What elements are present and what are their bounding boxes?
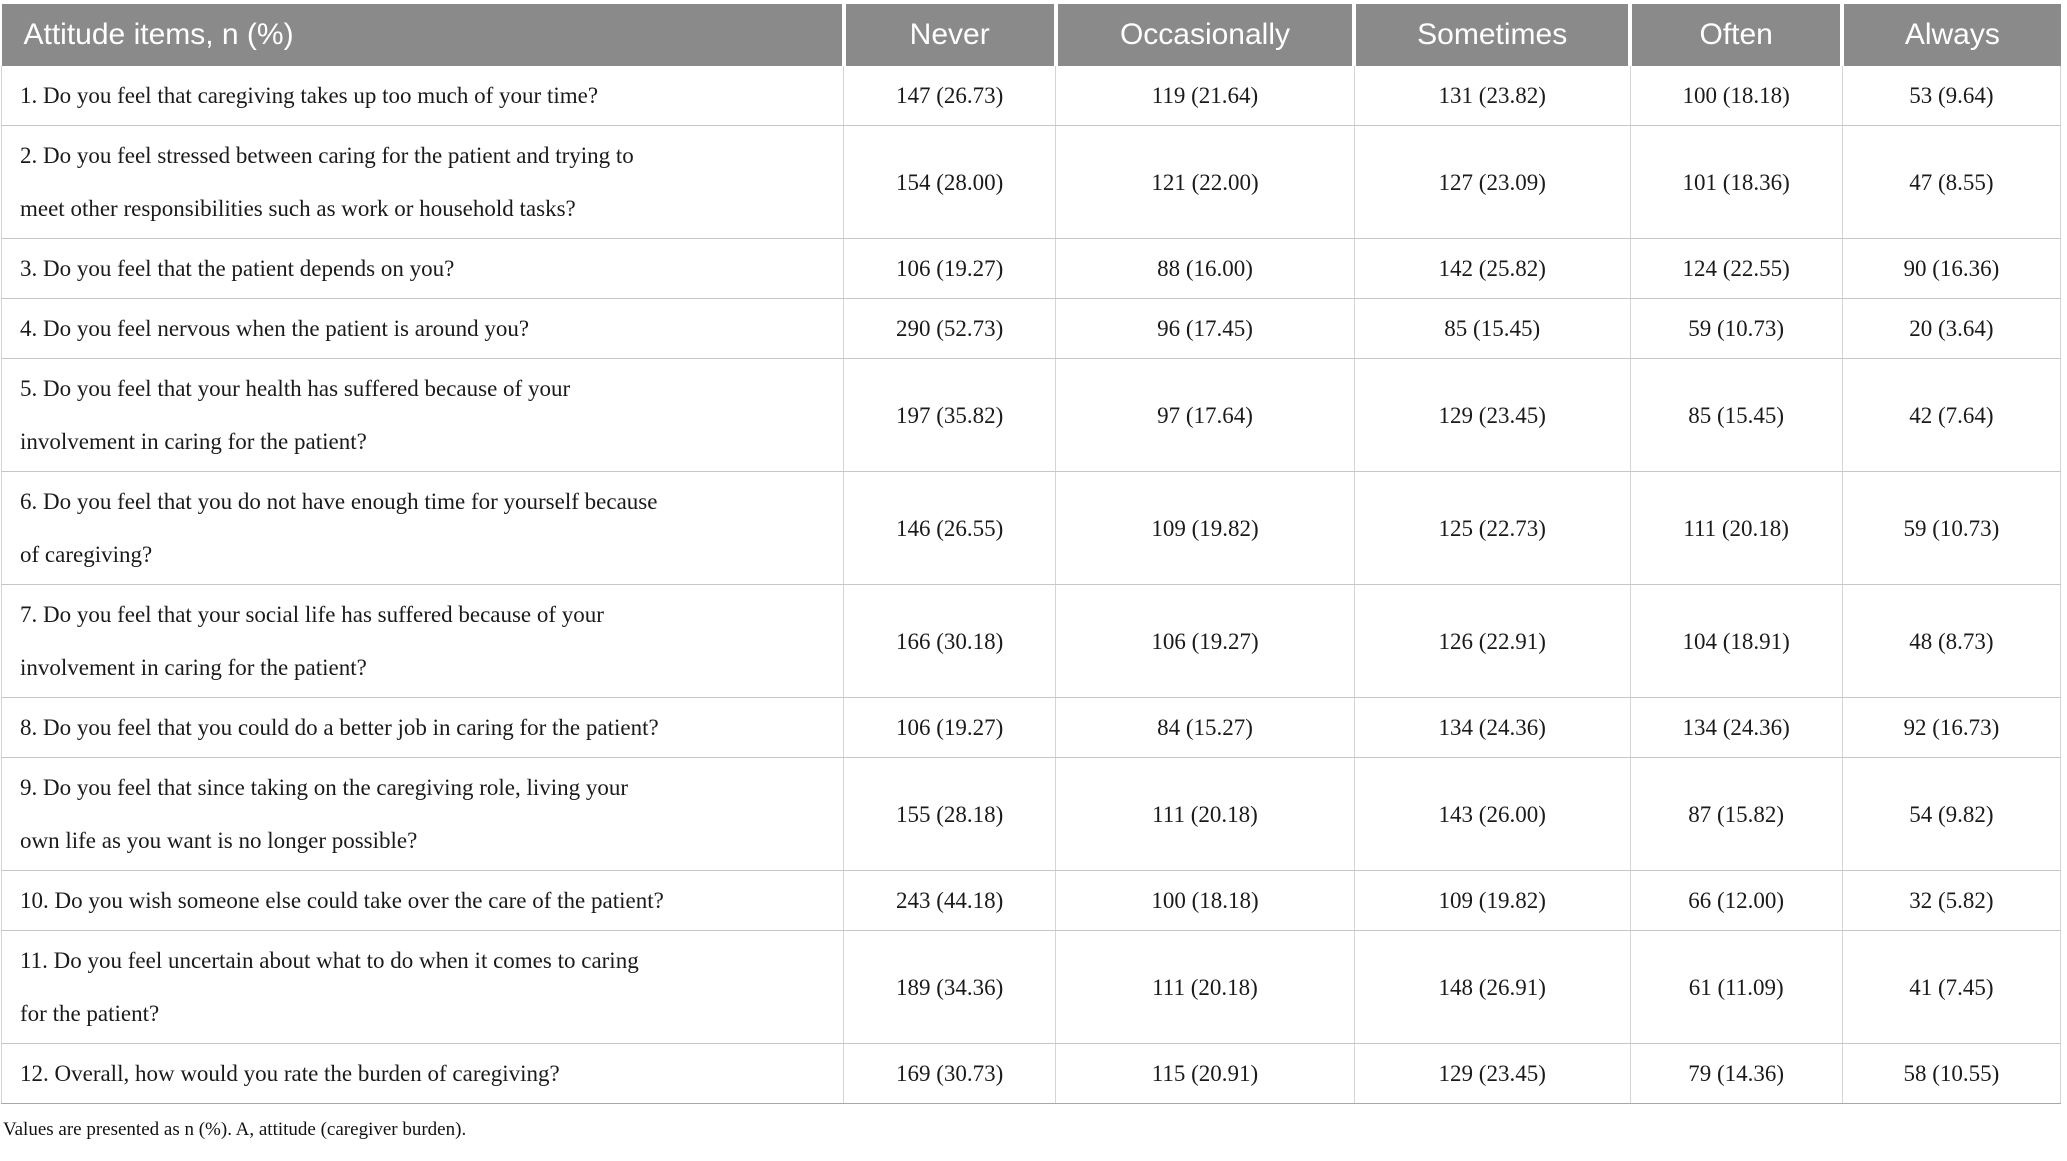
value-cell: 131 (23.82) [1353,66,1631,126]
col-header-never: Never [841,4,1056,66]
value-cell: 115 (20.91) [1055,1043,1355,1104]
value-cell: 79 (14.36) [1629,1043,1843,1104]
value-cell: 111 (20.18) [1629,471,1843,585]
value-cell: 85 (15.45) [1353,298,1631,359]
item-cell: 11. Do you feel uncertain about what to … [0,930,844,1044]
value-cell: 146 (26.55) [843,471,1056,585]
table-row: 9. Do you feel that since taking on the … [0,757,2062,871]
value-cell: 92 (16.73) [1841,697,2062,758]
value-cell: 169 (30.73) [843,1043,1056,1104]
value-cell: 100 (18.18) [1629,66,1843,126]
value-cell: 148 (26.91) [1353,930,1631,1044]
value-cell: 58 (10.55) [1841,1043,2062,1104]
value-cell: 59 (10.73) [1841,471,2062,585]
value-cell: 97 (17.64) [1055,358,1355,472]
table-footnote: Values are presented as n (%). A, attitu… [3,1119,467,1140]
value-cell: 101 (18.36) [1629,125,1843,239]
value-cell: 154 (28.00) [843,125,1056,239]
col-header-often: Often [1628,4,1843,66]
value-cell: 197 (35.82) [843,358,1056,472]
item-cell: 7. Do you feel that your social life has… [0,584,844,698]
table-row: 4. Do you feel nervous when the patient … [0,298,2062,359]
value-cell: 142 (25.82) [1353,238,1631,299]
value-cell: 111 (20.18) [1055,757,1355,871]
item-cell: 3. Do you feel that the patient depends … [0,238,844,299]
value-cell: 134 (24.36) [1353,697,1631,758]
value-cell: 166 (30.18) [843,584,1056,698]
value-cell: 85 (15.45) [1629,358,1843,472]
table-row: 11. Do you feel uncertain about what to … [0,930,2062,1044]
value-cell: 53 (9.64) [1841,66,2062,126]
value-cell: 126 (22.91) [1353,584,1631,698]
value-cell: 32 (5.82) [1841,870,2062,931]
table-row: 6. Do you feel that you do not have enou… [0,471,2062,585]
table-row: 10. Do you wish someone else could take … [0,870,2062,931]
value-cell: 290 (52.73) [843,298,1056,359]
value-cell: 127 (23.09) [1353,125,1631,239]
value-cell: 59 (10.73) [1629,298,1843,359]
value-cell: 129 (23.45) [1353,358,1631,472]
value-cell: 104 (18.91) [1629,584,1843,698]
value-cell: 189 (34.36) [843,930,1056,1044]
col-header-attitude-items: Attitude items, n (%) [1,4,844,66]
value-cell: 243 (44.18) [843,870,1056,931]
value-cell: 106 (19.27) [1055,584,1355,698]
item-cell: 9. Do you feel that since taking on the … [0,757,844,871]
table-row: 3. Do you feel that the patient depends … [0,238,2062,299]
table-row: 7. Do you feel that your social life has… [0,584,2062,698]
value-cell: 88 (16.00) [1055,238,1355,299]
item-cell: 5. Do you feel that your health has suff… [0,358,844,472]
table-row: 8. Do you feel that you could do a bette… [0,697,2062,758]
table-row: 5. Do you feel that your health has suff… [0,358,2062,472]
value-cell: 129 (23.45) [1353,1043,1631,1104]
value-cell: 106 (19.27) [843,697,1056,758]
value-cell: 100 (18.18) [1055,870,1355,931]
item-cell: 10. Do you wish someone else could take … [0,870,844,931]
header-row: Attitude items, n (%) Never Occasionally… [1,4,2061,66]
value-cell: 84 (15.27) [1055,697,1355,758]
value-cell: 119 (21.64) [1055,66,1355,126]
value-cell: 90 (16.36) [1841,238,2062,299]
item-cell: 4. Do you feel nervous when the patient … [0,298,844,359]
attitude-items-table: Attitude items, n (%) Never Occasionally… [0,4,2062,1104]
value-cell: 41 (7.45) [1841,930,2062,1044]
value-cell: 96 (17.45) [1055,298,1355,359]
value-cell: 109 (19.82) [1353,870,1631,931]
value-cell: 121 (22.00) [1055,125,1355,239]
table-header: Attitude items, n (%) Never Occasionally… [1,4,2061,66]
value-cell: 66 (12.00) [1629,870,1843,931]
value-cell: 106 (19.27) [843,238,1056,299]
item-cell: 8. Do you feel that you could do a bette… [0,697,844,758]
col-header-sometimes: Sometimes [1352,4,1631,66]
table-row: 1. Do you feel that caregiving takes up … [0,66,2062,126]
item-cell: 12. Overall, how would you rate the burd… [0,1043,844,1104]
item-cell: 6. Do you feel that you do not have enou… [0,471,844,585]
table-row: 12. Overall, how would you rate the burd… [0,1043,2062,1104]
value-cell: 143 (26.00) [1353,757,1631,871]
item-cell: 1. Do you feel that caregiving takes up … [0,66,844,126]
value-cell: 61 (11.09) [1629,930,1843,1044]
value-cell: 147 (26.73) [843,66,1056,126]
value-cell: 124 (22.55) [1629,238,1843,299]
value-cell: 54 (9.82) [1841,757,2062,871]
value-cell: 20 (3.64) [1841,298,2062,359]
value-cell: 48 (8.73) [1841,584,2062,698]
table-body: 1. Do you feel that caregiving takes up … [0,66,2062,1104]
value-cell: 87 (15.82) [1629,757,1843,871]
value-cell: 111 (20.18) [1055,930,1355,1044]
item-cell: 2. Do you feel stressed between caring f… [0,125,844,239]
col-header-always: Always [1840,4,2061,66]
value-cell: 125 (22.73) [1353,471,1631,585]
value-cell: 47 (8.55) [1841,125,2062,239]
value-cell: 155 (28.18) [843,757,1056,871]
value-cell: 109 (19.82) [1055,471,1355,585]
col-header-occasionally: Occasionally [1053,4,1355,66]
value-cell: 134 (24.36) [1629,697,1843,758]
value-cell: 42 (7.64) [1841,358,2062,472]
table-row: 2. Do you feel stressed between caring f… [0,125,2062,239]
